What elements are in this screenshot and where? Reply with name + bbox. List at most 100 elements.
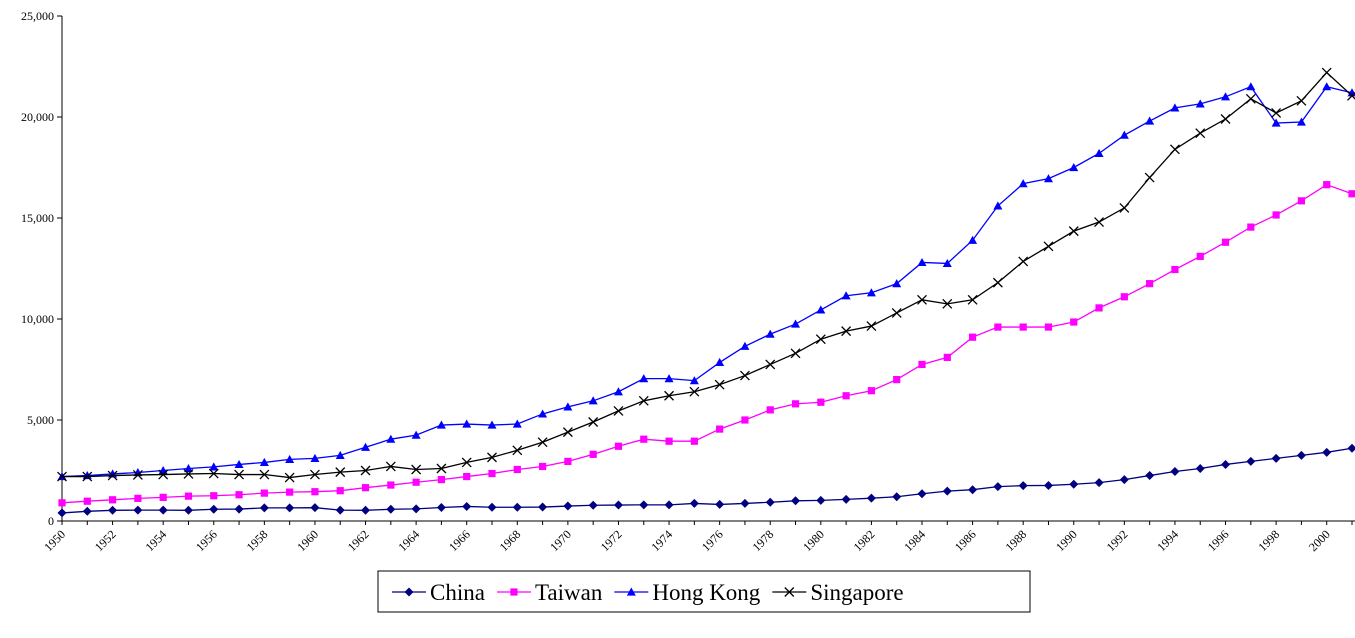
- marker: [784, 587, 795, 597]
- x-tick-label: 1952: [92, 527, 119, 554]
- x-tick-label: 1970: [547, 527, 574, 554]
- marker: [815, 334, 826, 345]
- marker: [563, 501, 573, 511]
- marker: [842, 392, 850, 400]
- marker: [411, 464, 422, 475]
- legend-label: China: [430, 580, 485, 605]
- marker: [208, 468, 219, 479]
- marker: [968, 485, 978, 495]
- marker: [741, 416, 749, 424]
- marker: [563, 402, 573, 411]
- x-tick-label: 1964: [395, 527, 422, 554]
- marker: [411, 430, 421, 439]
- marker: [1019, 323, 1027, 331]
- marker: [512, 419, 522, 428]
- marker: [133, 505, 143, 515]
- marker: [993, 201, 1003, 210]
- marker: [1018, 179, 1028, 188]
- marker: [893, 376, 901, 384]
- marker: [1146, 280, 1154, 288]
- marker: [1221, 92, 1231, 101]
- marker: [184, 492, 193, 500]
- marker: [487, 502, 497, 512]
- x-tick-label: 1962: [345, 527, 372, 554]
- marker: [841, 494, 851, 504]
- marker: [689, 498, 699, 508]
- marker: [716, 425, 724, 433]
- marker: [1195, 463, 1205, 473]
- marker: [1196, 252, 1204, 260]
- x-tick-label: 1988: [1002, 527, 1029, 554]
- marker: [361, 484, 370, 492]
- marker: [235, 491, 243, 499]
- x-tick-label: 1960: [294, 527, 321, 554]
- marker: [461, 457, 472, 468]
- marker: [286, 488, 294, 496]
- marker: [108, 496, 117, 504]
- marker: [664, 390, 675, 401]
- marker: [665, 437, 673, 445]
- marker: [790, 348, 801, 359]
- x-tick-label: 1992: [1104, 527, 1131, 554]
- marker: [82, 471, 93, 482]
- x-tick-label: 1986: [952, 527, 979, 554]
- marker: [1322, 447, 1332, 457]
- marker: [404, 587, 414, 597]
- marker: [133, 468, 143, 477]
- marker: [588, 417, 599, 427]
- marker: [866, 321, 877, 332]
- marker: [765, 359, 776, 370]
- marker: [739, 370, 750, 381]
- marker: [1296, 450, 1306, 460]
- marker: [360, 465, 371, 476]
- marker: [638, 395, 649, 406]
- marker: [1068, 226, 1079, 237]
- marker: [487, 452, 497, 463]
- marker: [1119, 130, 1129, 139]
- marker: [309, 469, 320, 480]
- marker: [1170, 467, 1180, 477]
- marker: [234, 469, 245, 480]
- marker: [1094, 478, 1104, 488]
- x-tick-label: 1958: [244, 527, 271, 554]
- y-tick-label: 20,000: [21, 110, 54, 124]
- x-tick-label: 1996: [1205, 527, 1232, 554]
- marker: [285, 454, 295, 463]
- marker: [437, 475, 446, 484]
- marker: [1170, 103, 1180, 112]
- x-tick-label: 1980: [800, 527, 827, 554]
- series-line: [61, 447, 1353, 514]
- marker: [57, 508, 67, 518]
- marker: [640, 435, 648, 443]
- y-tick-label: 10,000: [21, 312, 54, 326]
- marker: [132, 469, 143, 480]
- marker: [209, 462, 219, 471]
- marker: [488, 469, 496, 478]
- x-tick-label: 1968: [497, 527, 524, 554]
- marker: [1044, 323, 1053, 331]
- marker: [260, 489, 268, 497]
- marker: [942, 486, 952, 496]
- marker: [1069, 163, 1079, 172]
- marker: [58, 499, 66, 507]
- marker: [664, 500, 674, 510]
- marker: [512, 445, 523, 456]
- marker: [1069, 479, 1079, 489]
- marker: [234, 459, 244, 469]
- marker: [462, 501, 472, 511]
- marker: [1348, 190, 1355, 198]
- marker: [1296, 95, 1307, 106]
- marker: [639, 500, 649, 510]
- y-tick-label: 5,000: [27, 413, 54, 427]
- marker: [892, 492, 902, 502]
- x-tick-label: 1984: [901, 527, 928, 554]
- marker: [1246, 456, 1256, 466]
- marker: [387, 481, 395, 489]
- marker: [614, 442, 623, 450]
- marker: [626, 587, 636, 596]
- marker: [361, 442, 371, 451]
- marker: [1043, 174, 1053, 183]
- marker: [613, 405, 624, 416]
- marker: [917, 257, 927, 267]
